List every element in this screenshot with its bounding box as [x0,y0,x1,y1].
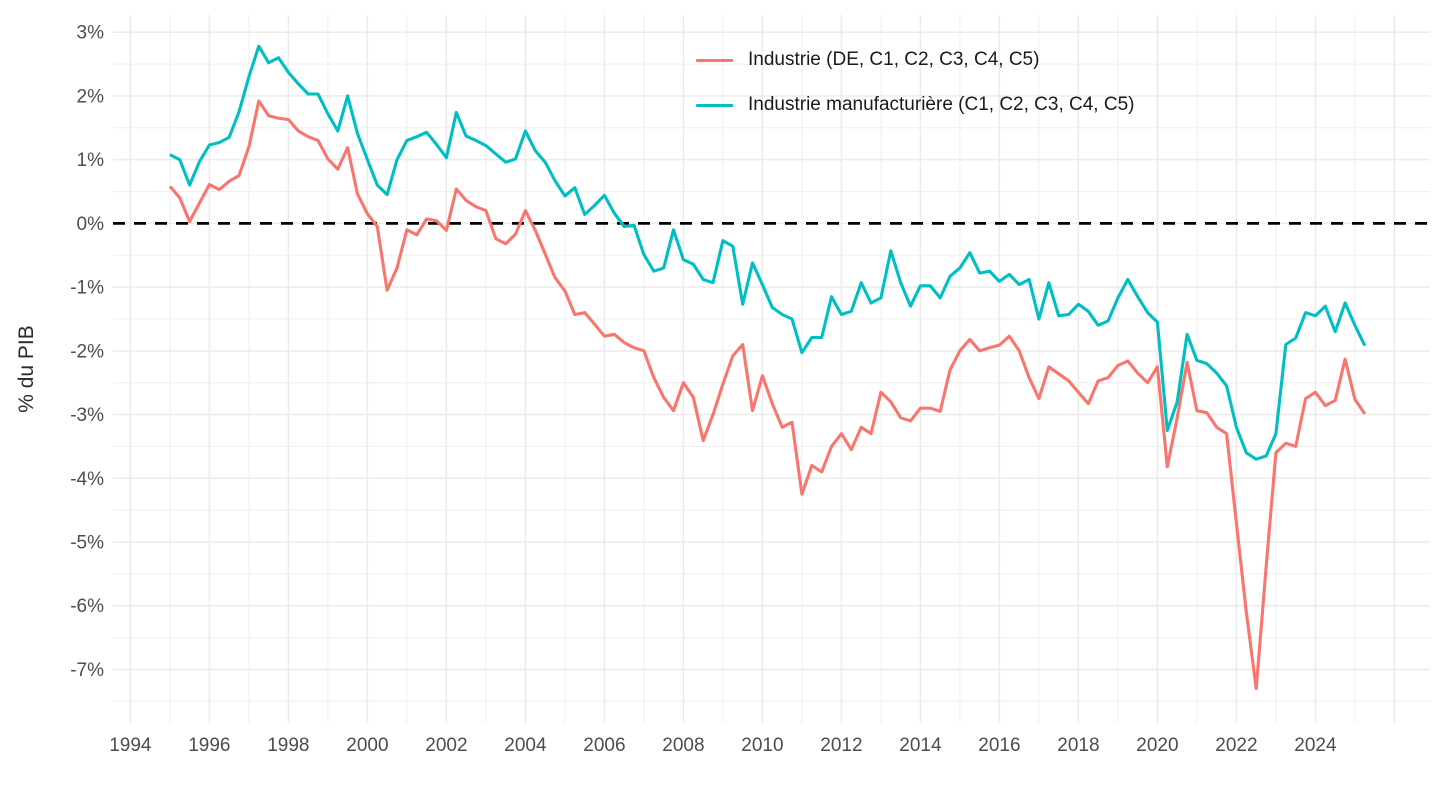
legend-key-line-manufacturiere [696,103,733,107]
svg-text:2018: 2018 [1057,735,1099,756]
svg-text:-2%: -2% [70,341,104,362]
svg-text:1%: 1% [77,150,105,171]
svg-text:2006: 2006 [583,735,625,756]
legend-entry-manufacturiere: Industrie manufacturière (C1, C2, C3, C4… [696,89,1135,121]
svg-text:2020: 2020 [1136,735,1178,756]
svg-text:2008: 2008 [662,735,704,756]
svg-text:2022: 2022 [1215,735,1257,756]
svg-text:2024: 2024 [1294,735,1337,756]
svg-text:1998: 1998 [267,735,309,756]
legend-entry-industrie: Industrie (DE, C1, C2, C3, C4, C5) [696,44,1135,76]
svg-text:1994: 1994 [109,735,152,756]
svg-text:0%: 0% [77,214,105,235]
svg-text:2004: 2004 [504,735,547,756]
svg-text:2000: 2000 [346,735,388,756]
svg-text:3%: 3% [77,23,105,44]
svg-text:1996: 1996 [188,735,230,756]
svg-text:-6%: -6% [70,596,104,617]
legend-label-manufacturiere: Industrie manufacturière (C1, C2, C3, C4… [748,94,1135,115]
svg-text:2012: 2012 [820,735,862,756]
svg-text:-7%: -7% [70,660,104,681]
legend-key-line-industrie [696,58,733,62]
svg-text:-3%: -3% [70,405,104,426]
legend-label-industrie: Industrie (DE, C1, C2, C3, C4, C5) [748,49,1040,70]
svg-text:-5%: -5% [70,533,104,554]
svg-text:2%: 2% [77,86,105,107]
svg-text:2014: 2014 [899,735,942,756]
svg-text:2002: 2002 [425,735,467,756]
legend: Industrie (DE, C1, C2, C3, C4, C5) Indus… [696,44,1135,134]
svg-text:2016: 2016 [978,735,1020,756]
svg-text:-4%: -4% [70,469,104,490]
svg-text:-1%: -1% [70,278,104,299]
y-axis-title: % du PIB [15,325,38,413]
svg-text:2010: 2010 [741,735,783,756]
